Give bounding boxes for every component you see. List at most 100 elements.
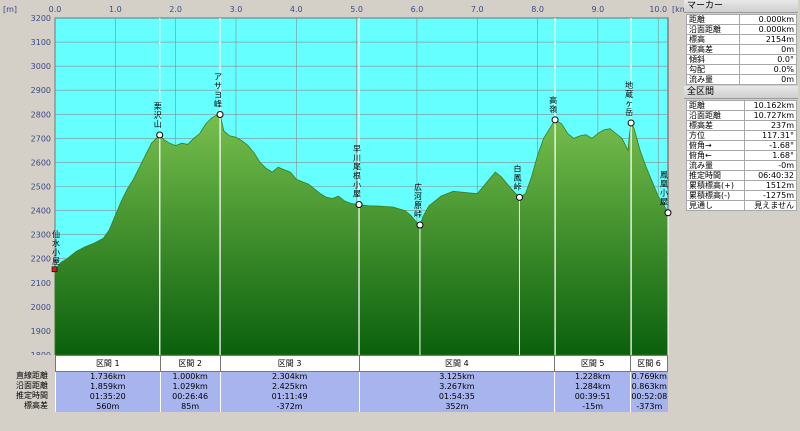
waypoint-marker[interactable] xyxy=(355,201,363,209)
waypoint-label: 早川尾根小屋 xyxy=(353,145,361,199)
waypoint-marker[interactable] xyxy=(216,111,224,119)
segment-row-labels: 直線距離 沿面距離 推定時間 標高差 xyxy=(0,371,54,411)
segment-cell: 00:26:46 xyxy=(159,392,221,402)
info-value: 2154m xyxy=(738,34,798,45)
info-row: 標高 2154m xyxy=(686,34,798,45)
info-value: 117.31° xyxy=(743,130,798,141)
x-tick-label: 8.0 xyxy=(531,5,544,14)
info-value: 0.0% xyxy=(738,64,798,75)
x-tick-label: 0.0 xyxy=(49,5,62,14)
segment-cell: 2.304km xyxy=(219,371,359,382)
y-tick-label: 2000 xyxy=(31,303,51,312)
segment-cell: 1.228km xyxy=(554,371,631,382)
segment-header-1[interactable]: 区間 1 xyxy=(55,355,161,372)
info-label: 累積標高(+) xyxy=(686,180,745,191)
info-label: 推定時間 xyxy=(686,170,745,181)
info-value: -1.68° xyxy=(743,140,798,151)
start-marker[interactable] xyxy=(51,266,58,273)
y-axis-ticks: 1800 1900 2000 2100 2200 2300 2400 2500 2600 2700… xyxy=(31,14,51,355)
segment-header-6[interactable]: 区間 6 xyxy=(630,355,668,372)
info-row: 見通し 見えません xyxy=(686,200,798,211)
segment-cell: 352m xyxy=(358,402,555,412)
segment-cell: -15m xyxy=(554,402,631,412)
segment-cell: -373m xyxy=(630,402,668,412)
info-label: 方位 xyxy=(686,130,745,141)
x-tick-label: 7.0 xyxy=(471,5,484,14)
segment-cell: 85m xyxy=(159,402,221,412)
y-tick-label: 1800 xyxy=(31,351,51,355)
info-label: 俯角← xyxy=(686,150,745,161)
info-label: 沿面距離 xyxy=(686,24,740,35)
segment-header-4[interactable]: 区間 4 xyxy=(358,355,556,372)
segment-cell: 00:39:51 xyxy=(554,392,631,402)
segment-header-2[interactable]: 区間 2 xyxy=(159,355,221,372)
y-axis-unit-label: [m] xyxy=(3,5,17,14)
info-value: 0.000km xyxy=(738,14,798,25)
row-label-direct: 直線距離 xyxy=(16,371,48,380)
row-label-surface: 沿面距離 xyxy=(16,381,48,390)
segment-cell: 1.859km xyxy=(55,382,161,392)
segment-cell: 1.000km xyxy=(159,371,221,382)
waypoint-marker[interactable] xyxy=(664,209,672,217)
info-value: 10.162km xyxy=(743,100,798,111)
info-row: 傾斜 0.0° xyxy=(686,54,798,65)
waypoint-label: 地蔵ヶ岳 xyxy=(625,80,633,117)
info-value: 10.727km xyxy=(743,110,798,121)
y-tick-label: 2700 xyxy=(31,134,51,143)
info-label: 標高差 xyxy=(686,120,745,131)
waypoint-marker[interactable] xyxy=(627,119,635,127)
x-tick-label: 5.0 xyxy=(350,5,363,14)
info-row: 距離 10.162km xyxy=(686,100,798,111)
waypoint-label: 仙水小屋 xyxy=(52,229,60,266)
total-panel-header[interactable]: 全区間 xyxy=(684,86,798,99)
x-axis-ticks: 0.0 1.0 2.0 3.0 4.0 5.0 6.0 7.0 8.0 9.0 10.0 xyxy=(49,5,668,14)
info-value: 1.68° xyxy=(743,150,798,161)
x-tick-label: 6.0 xyxy=(411,5,424,14)
marker-panel-header[interactable]: マーカー xyxy=(684,0,798,13)
waypoint-marker[interactable] xyxy=(416,221,424,229)
x-tick-label: 4.0 xyxy=(290,5,303,14)
info-row: 俯角→ -1.68° xyxy=(686,140,798,151)
waypoint-label: アサヨ峰 xyxy=(214,73,222,109)
segment-cell: 2.425km xyxy=(219,382,359,392)
info-label: 標高差 xyxy=(686,44,740,55)
y-tick-label: 2500 xyxy=(31,183,51,192)
marker-info-table: 距離 0.000km 沿面距離 0.000km 標高 2154m 標高差 0m 傾斜 0.0° 勾配… xyxy=(686,14,798,85)
info-row: 俯角← 1.68° xyxy=(686,150,798,161)
info-row: 標高差 237m xyxy=(686,120,798,131)
info-row: 累積標高(+) 1512m xyxy=(686,180,798,191)
waypoint-marker[interactable] xyxy=(551,116,559,124)
segment-cell: 0.769km xyxy=(630,371,668,382)
y-tick-label: 3100 xyxy=(31,38,51,47)
segment-header-3[interactable]: 区間 3 xyxy=(219,355,360,372)
info-row: 勾配 0.0% xyxy=(686,64,798,75)
waypoint-marker[interactable] xyxy=(156,131,164,139)
info-value: 06:40:32 xyxy=(743,170,798,181)
info-label: 俯角→ xyxy=(686,140,745,151)
info-value: 見えません xyxy=(743,200,798,211)
info-row: 沿面距離 0.000km xyxy=(686,24,798,35)
info-row: 推定時間 06:40:32 xyxy=(686,170,798,181)
info-row: 流み量 -0m xyxy=(686,160,798,171)
segment-cell: 1.029km xyxy=(159,382,221,392)
y-tick-label: 2800 xyxy=(31,110,51,119)
y-tick-label: 2300 xyxy=(31,231,51,240)
info-label: 距離 xyxy=(686,14,740,25)
y-tick-label: 2100 xyxy=(31,279,51,288)
info-label: 沿面距離 xyxy=(686,110,745,121)
waypoint-marker[interactable] xyxy=(515,193,523,201)
info-row: 距離 0.000km xyxy=(686,14,798,25)
segment-header-5[interactable]: 区間 5 xyxy=(554,355,632,372)
segment-cell: 00:52:08 xyxy=(630,392,668,402)
info-value: -1275m xyxy=(743,190,798,201)
segment-cell: 0.863km xyxy=(630,382,668,392)
info-row: 方位 117.31° xyxy=(686,130,798,141)
x-axis-unit-label: [km] xyxy=(672,5,684,14)
segment-cell: 3.267km xyxy=(358,382,555,392)
info-label: 勾配 xyxy=(686,64,740,75)
info-label: 傾斜 xyxy=(686,54,740,65)
y-tick-label: 2400 xyxy=(31,207,51,216)
total-info-table: 距離 10.162km 沿面距離 10.727km 標高差 237m 方位 117.31° 俯角… xyxy=(686,100,798,211)
